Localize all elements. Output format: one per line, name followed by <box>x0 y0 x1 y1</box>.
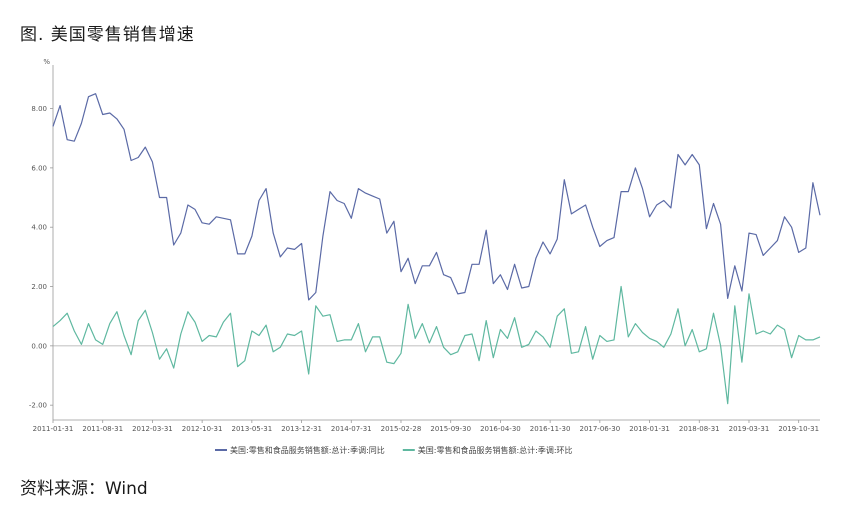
x-tick-label: 2018-01-31 <box>629 425 670 433</box>
y-tick-label: 0.00 <box>31 342 47 350</box>
x-tick-label: 2011-08-31 <box>82 425 123 433</box>
chart-series <box>52 93 821 405</box>
x-tick-label: 2011-01-31 <box>33 425 74 433</box>
x-tick-label: 2018-08-31 <box>679 425 720 433</box>
source-note: 资料来源：Wind <box>20 479 148 499</box>
legend-label-1: 美国:零售和食品服务销售额:总计:季调:同比 <box>230 445 385 455</box>
y-tick-label: 8.00 <box>31 105 47 113</box>
x-tick-label: 2015-02-28 <box>381 425 422 433</box>
y-tick-label: -2.00 <box>29 402 47 410</box>
x-tick-label: 2019-03-31 <box>729 425 770 433</box>
x-tick-label: 2015-09-30 <box>430 425 471 433</box>
x-tick-label: 2016-11-30 <box>530 425 571 433</box>
series-line-2 <box>52 285 821 405</box>
figure-title: 图. 美国零售销售增速 <box>20 25 195 45</box>
x-tick-label: 2017-06-30 <box>579 425 620 433</box>
x-tick-label: 2013-12-31 <box>281 425 322 433</box>
legend-label-2: 美国:零售和食品服务销售额:总计:季调:环比 <box>418 445 573 455</box>
x-tick-label: 2014-07-31 <box>331 425 372 433</box>
y-axis-unit: % <box>43 58 50 66</box>
series-line-1 <box>52 93 821 301</box>
x-tick-label: 2016-04-30 <box>480 425 521 433</box>
chart-axes: % 8.00 6.00 4.00 2.00 0.00 -2.00 2011-01-31 2011… <box>29 58 820 433</box>
y-tick-label: 2.00 <box>31 283 47 291</box>
x-tick-label: 2019-10-31 <box>778 425 819 433</box>
y-tick-label: 6.00 <box>31 164 47 172</box>
x-tick-label: 2013-05-31 <box>232 425 273 433</box>
x-tick-label: 2012-03-31 <box>132 425 173 433</box>
chart-legend: 美国:零售和食品服务销售额:总计:季调:同比 美国:零售和食品服务销售额:总计:季… <box>215 445 573 455</box>
y-tick-label: 4.00 <box>31 224 47 232</box>
x-tick-label: 2012-10-31 <box>182 425 223 433</box>
